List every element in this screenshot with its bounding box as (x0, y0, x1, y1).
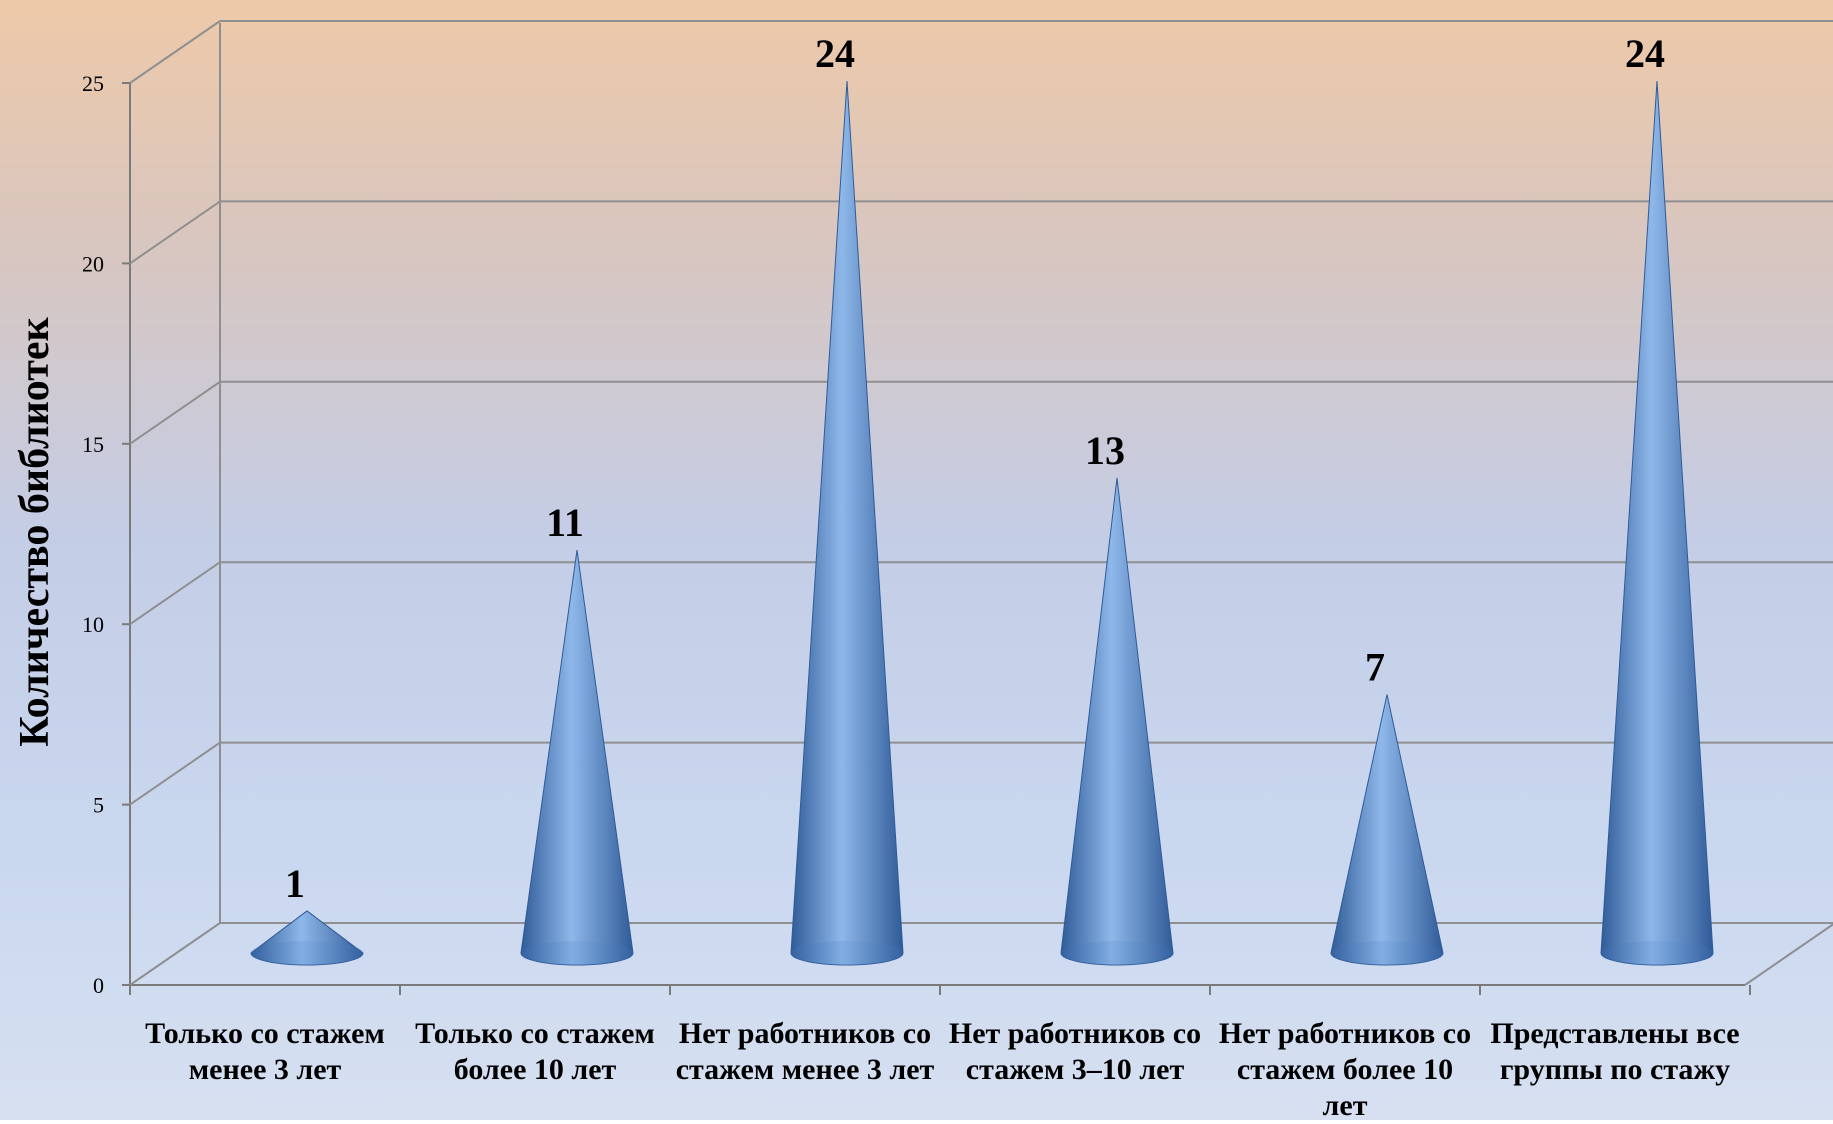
cone-bar (520, 550, 634, 966)
gridline-diagonal (129, 200, 221, 265)
cone-bar (250, 910, 364, 966)
x-tick-label: Нет работников со стажем менее 3 лет (675, 1017, 935, 1086)
grid-layer (122, 20, 1833, 995)
x-tick-label: Только со стажем более 10 лет (415, 1017, 655, 1086)
cone-bar (1330, 694, 1444, 966)
y-tick-labels: 0 5 10 15 20 25 (82, 71, 104, 998)
data-label: 1 (285, 861, 305, 906)
cone-series (250, 81, 1714, 966)
x-tick-label: Только со стажем менее 3 лет (145, 1017, 385, 1086)
cone-bar (1060, 477, 1174, 966)
gridline-diagonal (129, 741, 221, 806)
x-tick-label: Нет работников со стажем более 10 лет (1218, 1017, 1472, 1122)
y-axis-title: Количество библиотек (12, 316, 58, 746)
data-label: 7 (1365, 644, 1385, 689)
cone-bar (1600, 81, 1714, 966)
x-tick-label: Нет работников со стажем 3–10 лет (948, 1017, 1202, 1086)
cone-bar (790, 81, 904, 966)
y-tick-label: 25 (82, 71, 104, 96)
data-label: 24 (815, 31, 855, 76)
gridline-diagonal (129, 20, 221, 84)
y-tick-label: 20 (82, 251, 104, 276)
gridline-diagonal (129, 380, 221, 445)
data-label: 11 (546, 500, 584, 545)
gridline-diagonal (129, 922, 221, 986)
y-tick-label: 10 (82, 612, 104, 637)
y-tick-label: 15 (82, 432, 104, 457)
x-tick-label: Представлены все группы по стажу (1490, 1017, 1740, 1086)
floor-right-edge (1744, 923, 1833, 986)
y-tick-label: 5 (93, 793, 104, 818)
data-label: 13 (1085, 428, 1125, 473)
gridline-diagonal (129, 561, 221, 626)
y-tick-label: 0 (93, 973, 104, 998)
data-label: 24 (1625, 31, 1665, 76)
